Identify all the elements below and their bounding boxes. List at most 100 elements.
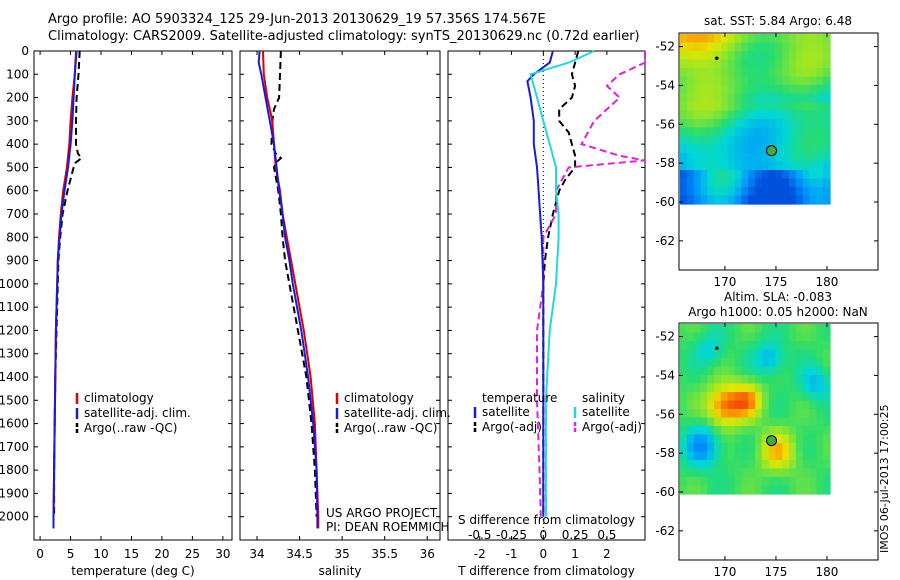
heatmap-cell <box>707 392 715 402</box>
heatmap-cell <box>720 341 729 351</box>
heatmap-cell <box>809 468 817 478</box>
heatmap-cell <box>714 42 722 52</box>
heatmap-cell <box>741 366 749 376</box>
heatmap-cell <box>680 409 688 419</box>
heatmap-cell <box>761 195 770 205</box>
heatmap-cell <box>816 76 824 86</box>
heatmap-cell <box>809 451 817 461</box>
heatmap-cell <box>795 68 804 78</box>
heatmap-cell <box>816 85 824 95</box>
heatmap-cell <box>700 375 708 385</box>
heatmap-cell <box>789 400 797 410</box>
heatmap-cell <box>714 477 722 487</box>
heatmap-cell <box>741 341 749 351</box>
heatmap-cell <box>823 324 831 334</box>
heatmap-cell <box>700 161 708 171</box>
heatmap-cell <box>686 392 695 402</box>
heatmap-cell <box>795 477 804 487</box>
heatmap-cell <box>680 170 688 180</box>
heatmap-cell <box>809 366 817 376</box>
heatmap-cell <box>693 195 701 205</box>
heatmap-cell <box>700 477 708 487</box>
heatmap-cell <box>761 400 770 410</box>
heatmap-cell <box>686 417 695 427</box>
heatmap-cell <box>755 127 763 137</box>
x-tick-label: 15 <box>124 547 139 561</box>
heatmap-cell <box>761 170 770 180</box>
heatmap-cell <box>768 460 777 470</box>
heatmap-cell <box>686 144 695 154</box>
map-y-tick-label: -58 <box>655 446 675 460</box>
heatmap-cell <box>700 170 708 180</box>
legend-heading: temperature <box>482 391 557 405</box>
heatmap-cell <box>775 144 783 154</box>
heatmap-cell <box>707 341 715 351</box>
heatmap-cell <box>795 161 804 171</box>
map-panel-0: 170 175 180 -52 -54 -56 -58 -60 -62 sat. SST: 5.8… <box>655 14 879 289</box>
heatmap-cell <box>693 119 701 129</box>
heatmap-cell <box>680 119 688 129</box>
heatmap-cell <box>809 434 817 444</box>
heatmap-cell <box>816 51 824 61</box>
heatmap-cell <box>727 178 736 188</box>
heatmap-cell <box>700 349 708 359</box>
heatmap-cell <box>748 324 756 334</box>
heatmap-cell <box>707 127 715 137</box>
heatmap-cell <box>823 127 831 137</box>
heatmap-cell <box>714 187 722 197</box>
heatmap-cell <box>693 68 701 78</box>
heatmap-cell <box>693 136 701 146</box>
heatmap-cell <box>775 332 783 342</box>
heatmap-cell <box>741 443 749 453</box>
heatmap-cell <box>795 426 804 436</box>
heatmap-cell <box>775 366 783 376</box>
heatmap-cell <box>789 468 797 478</box>
heatmap-cell <box>755 178 763 188</box>
heatmap-cell <box>755 409 763 419</box>
depth-tick-label: 1100 <box>0 300 29 314</box>
x-axis-label: temperature (deg C) <box>71 564 194 578</box>
heatmap-cell <box>795 51 804 61</box>
heatmap-cell <box>714 383 722 393</box>
heatmap-cell <box>748 42 756 52</box>
heatmap-cell <box>761 34 770 44</box>
heatmap-cell <box>755 460 763 470</box>
heatmap-cell <box>768 375 777 385</box>
heatmap-cell <box>727 460 736 470</box>
heatmap-cell <box>816 34 824 44</box>
heatmap-cell <box>755 358 763 368</box>
heatmap-cell <box>734 434 742 444</box>
heatmap-cell <box>714 85 722 95</box>
heatmap-cell <box>809 136 817 146</box>
heatmap-cell <box>700 127 708 137</box>
heatmap-cell <box>823 477 831 487</box>
map-y-tick-label: -52 <box>655 40 675 54</box>
heatmap-cell <box>768 51 777 61</box>
heatmap-cell <box>823 451 831 461</box>
heatmap-cell <box>755 187 763 197</box>
heatmap-cell <box>795 400 804 410</box>
depth-tick-label: 1700 <box>0 440 29 454</box>
map-y-tick-label: -52 <box>655 330 675 344</box>
heatmap-cell <box>707 178 715 188</box>
heatmap-cell <box>714 178 722 188</box>
heatmap-cell <box>795 451 804 461</box>
heatmap-cell <box>789 102 797 112</box>
heatmap-cell <box>727 144 736 154</box>
x-axis-label: T difference from climatology <box>457 564 635 578</box>
heatmap-cell <box>782 187 790 197</box>
heatmap-cell <box>761 426 770 436</box>
heatmap-cell <box>789 417 797 427</box>
heatmap-cell <box>727 85 736 95</box>
heatmap-cell <box>714 76 722 86</box>
heatmap-cell <box>707 136 715 146</box>
heatmap-cell <box>714 366 722 376</box>
heatmap-cell <box>748 68 756 78</box>
heatmap-cell <box>782 51 790 61</box>
heatmap-cell <box>775 477 783 487</box>
heatmap-cell <box>734 34 742 44</box>
legend-label: satellite <box>482 405 530 419</box>
heatmap-cell <box>789 110 797 120</box>
heatmap-cell <box>768 68 777 78</box>
heatmap-cell <box>823 85 831 95</box>
